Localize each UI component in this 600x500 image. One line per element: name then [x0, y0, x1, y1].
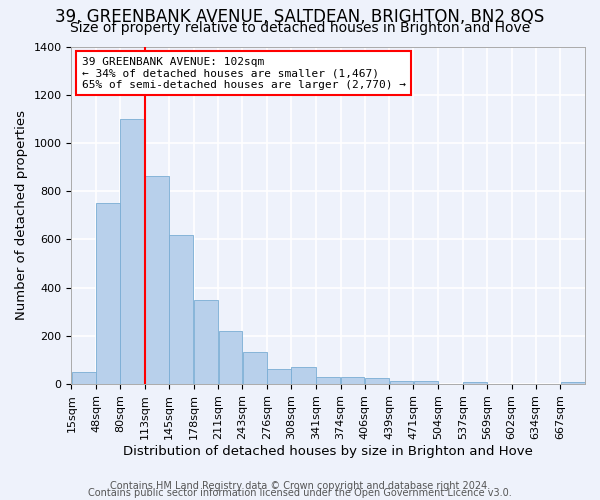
X-axis label: Distribution of detached houses by size in Brighton and Hove: Distribution of detached houses by size … — [123, 444, 533, 458]
Bar — [194, 300, 218, 384]
Bar — [341, 377, 364, 384]
Bar — [218, 331, 242, 384]
Text: 39 GREENBANK AVENUE: 102sqm
← 34% of detached houses are smaller (1,467)
65% of : 39 GREENBANK AVENUE: 102sqm ← 34% of det… — [82, 56, 406, 90]
Text: 39, GREENBANK AVENUE, SALTDEAN, BRIGHTON, BN2 8QS: 39, GREENBANK AVENUE, SALTDEAN, BRIGHTON… — [55, 8, 545, 26]
Text: Contains HM Land Registry data © Crown copyright and database right 2024.: Contains HM Land Registry data © Crown c… — [110, 481, 490, 491]
Bar — [316, 377, 340, 384]
Text: Contains public sector information licensed under the Open Government Licence v3: Contains public sector information licen… — [88, 488, 512, 498]
Bar — [71, 372, 96, 384]
Bar — [169, 234, 193, 384]
Bar — [145, 176, 169, 384]
Bar — [365, 378, 389, 384]
Bar — [121, 119, 145, 384]
Bar — [97, 204, 120, 384]
Bar — [242, 352, 267, 384]
Bar — [292, 368, 316, 384]
Text: Size of property relative to detached houses in Brighton and Hove: Size of property relative to detached ho… — [70, 21, 530, 35]
Bar — [560, 382, 585, 384]
Y-axis label: Number of detached properties: Number of detached properties — [15, 110, 28, 320]
Bar — [413, 380, 438, 384]
Bar — [463, 382, 487, 384]
Bar — [389, 380, 413, 384]
Bar — [268, 368, 291, 384]
